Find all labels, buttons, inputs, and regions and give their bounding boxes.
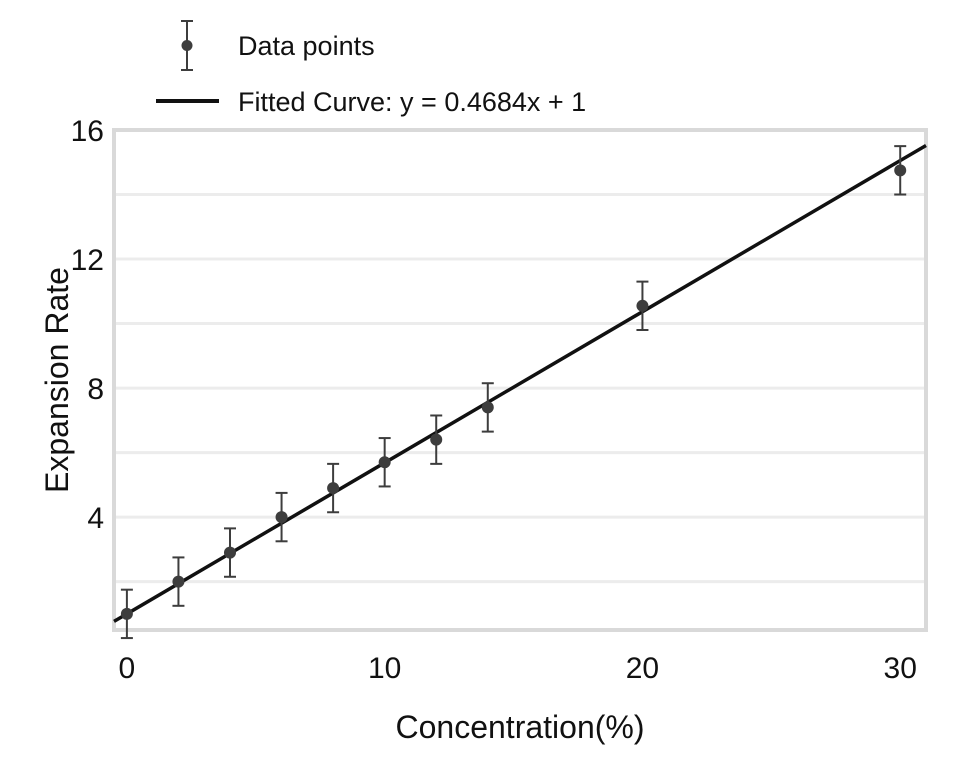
data-point xyxy=(172,556,185,607)
point-marker xyxy=(172,575,185,588)
x-tick-label: 0 xyxy=(119,652,136,685)
y-tick-label: 8 xyxy=(87,373,104,406)
point-marker xyxy=(894,164,907,177)
point-marker xyxy=(275,511,288,524)
fit-line xyxy=(113,143,927,623)
y-tick-label: 4 xyxy=(87,502,104,535)
data-point xyxy=(636,280,649,331)
fit-line-group xyxy=(113,143,927,623)
data-points-group xyxy=(120,145,907,640)
plot-area-frame xyxy=(112,128,928,632)
legend-fit-line-label: Fitted Curve: y = 0.4684x + 1 xyxy=(238,87,586,117)
data-point xyxy=(224,527,236,578)
legend: Data points Fitted Curve: y = 0.4684x + … xyxy=(156,20,586,117)
point-marker xyxy=(481,401,494,414)
data-point xyxy=(894,145,907,196)
y-tick-label: 16 xyxy=(71,115,104,148)
x-tick-label: 20 xyxy=(626,652,659,685)
data-point xyxy=(120,588,133,640)
x-tick-label: 30 xyxy=(884,652,917,685)
y-axis-title: Expansion Rate xyxy=(39,267,75,493)
grid-lines xyxy=(114,193,926,584)
y-tick-label: 12 xyxy=(71,244,104,277)
x-tick-labels: 0 10 20 30 xyxy=(119,652,917,685)
point-marker xyxy=(120,607,133,620)
x-axis-title: Concentration(%) xyxy=(396,709,645,745)
data-point xyxy=(327,462,340,514)
data-point xyxy=(430,414,443,465)
point-marker xyxy=(430,433,443,446)
x-tick-label: 10 xyxy=(368,652,401,685)
point-marker xyxy=(327,482,340,495)
point-marker xyxy=(636,299,649,312)
legend-data-points-label: Data points xyxy=(238,31,375,61)
data-point xyxy=(378,437,391,488)
y-tick-labels: 4 8 12 16 xyxy=(71,115,104,535)
data-point xyxy=(275,491,288,543)
data-point xyxy=(481,382,494,433)
point-marker xyxy=(378,456,391,469)
legend-data-points-marker xyxy=(181,20,193,71)
point-marker xyxy=(224,546,236,559)
